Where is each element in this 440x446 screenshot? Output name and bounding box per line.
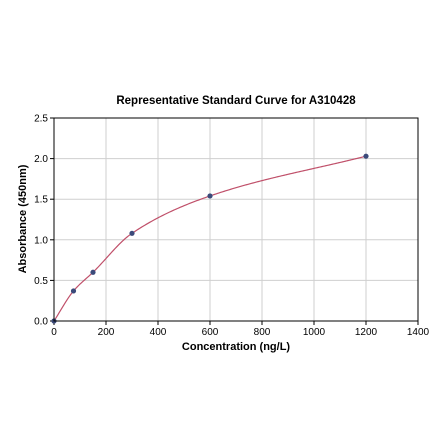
y-axis-label: Absorbance (450nm) (17, 164, 29, 273)
x-tick-label: 1200 (355, 327, 378, 338)
x-tick-label: 800 (254, 327, 271, 338)
y-tick-label: 2.0 (34, 154, 48, 165)
plot-frame (53, 117, 419, 322)
grid-layer (53, 117, 419, 322)
tick-layer: 0 200 400 600 800 1000 1200 1400 0.0 0.5 1.0 1.5 2.0… (34, 114, 429, 339)
x-axis-label: Concentration (ng/L) (182, 341, 290, 353)
x-tick-label: 200 (98, 327, 115, 338)
data-point (90, 269, 96, 275)
y-tick-label: 2.5 (34, 114, 48, 125)
chart-title: Representative Standard Curve for A31042… (116, 95, 356, 107)
data-point (70, 288, 77, 294)
x-tick-label: 1400 (407, 327, 430, 338)
data-point (363, 153, 369, 159)
y-tick-label: 1.5 (34, 195, 48, 206)
y-tick-label: 0.5 (34, 276, 48, 287)
x-tick-label: 400 (150, 327, 167, 338)
y-tick-label: 1.0 (34, 235, 48, 246)
x-tick-label: 0 (51, 327, 57, 338)
y-tick-label: 0.0 (34, 317, 48, 328)
data-point (207, 193, 213, 199)
data-point (129, 230, 135, 236)
x-tick-label: 600 (202, 327, 219, 338)
data-points-layer (51, 153, 369, 324)
x-tick-label: 1000 (303, 327, 326, 338)
